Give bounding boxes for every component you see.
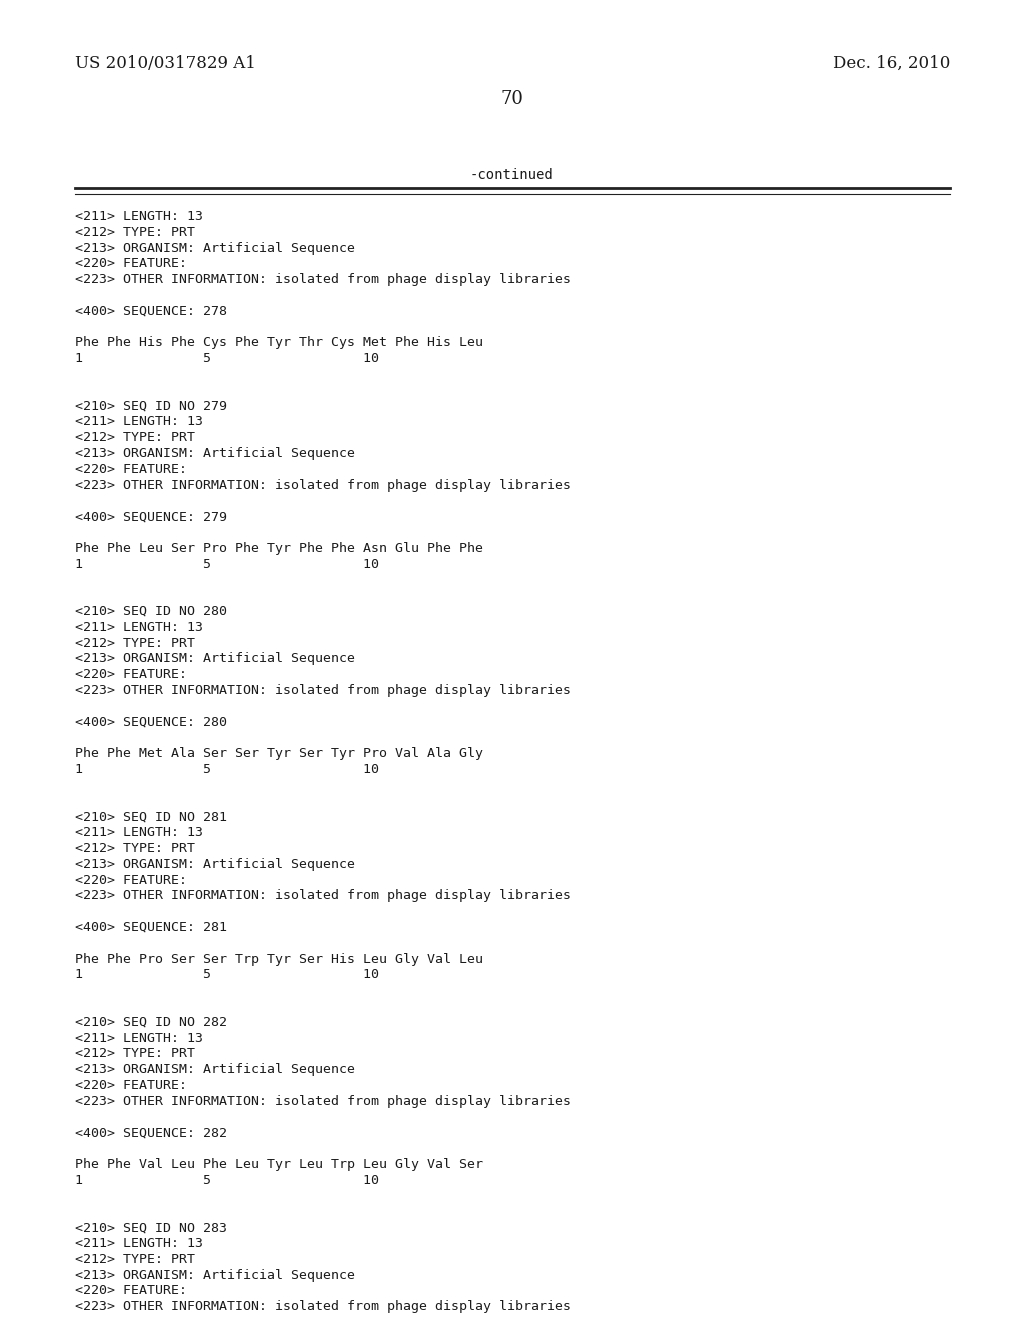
Text: <210> SEQ ID NO 282: <210> SEQ ID NO 282	[75, 1016, 227, 1028]
Text: <211> LENGTH: 13: <211> LENGTH: 13	[75, 1032, 203, 1044]
Text: <223> OTHER INFORMATION: isolated from phage display libraries: <223> OTHER INFORMATION: isolated from p…	[75, 890, 571, 903]
Text: <400> SEQUENCE: 281: <400> SEQUENCE: 281	[75, 921, 227, 935]
Text: <211> LENGTH: 13: <211> LENGTH: 13	[75, 826, 203, 840]
Text: <223> OTHER INFORMATION: isolated from phage display libraries: <223> OTHER INFORMATION: isolated from p…	[75, 1094, 571, 1107]
Text: <213> ORGANISM: Artificial Sequence: <213> ORGANISM: Artificial Sequence	[75, 858, 355, 871]
Text: 1               5                   10: 1 5 10	[75, 969, 379, 981]
Text: <212> TYPE: PRT: <212> TYPE: PRT	[75, 432, 195, 445]
Text: <220> FEATURE:: <220> FEATURE:	[75, 1078, 187, 1092]
Text: <400> SEQUENCE: 280: <400> SEQUENCE: 280	[75, 715, 227, 729]
Text: <211> LENGTH: 13: <211> LENGTH: 13	[75, 210, 203, 223]
Text: <400> SEQUENCE: 279: <400> SEQUENCE: 279	[75, 511, 227, 523]
Text: US 2010/0317829 A1: US 2010/0317829 A1	[75, 55, 256, 73]
Text: <212> TYPE: PRT: <212> TYPE: PRT	[75, 1253, 195, 1266]
Text: <223> OTHER INFORMATION: isolated from phage display libraries: <223> OTHER INFORMATION: isolated from p…	[75, 273, 571, 286]
Text: Dec. 16, 2010: Dec. 16, 2010	[833, 55, 950, 73]
Text: <212> TYPE: PRT: <212> TYPE: PRT	[75, 842, 195, 855]
Text: Phe Phe Pro Ser Ser Trp Tyr Ser His Leu Gly Val Leu: Phe Phe Pro Ser Ser Trp Tyr Ser His Leu …	[75, 953, 483, 966]
Text: 1               5                   10: 1 5 10	[75, 1173, 379, 1187]
Text: <220> FEATURE:: <220> FEATURE:	[75, 874, 187, 887]
Text: <212> TYPE: PRT: <212> TYPE: PRT	[75, 636, 195, 649]
Text: <212> TYPE: PRT: <212> TYPE: PRT	[75, 226, 195, 239]
Text: 1               5                   10: 1 5 10	[75, 557, 379, 570]
Text: <211> LENGTH: 13: <211> LENGTH: 13	[75, 416, 203, 429]
Text: Phe Phe Met Ala Ser Ser Tyr Ser Tyr Pro Val Ala Gly: Phe Phe Met Ala Ser Ser Tyr Ser Tyr Pro …	[75, 747, 483, 760]
Text: <223> OTHER INFORMATION: isolated from phage display libraries: <223> OTHER INFORMATION: isolated from p…	[75, 479, 571, 491]
Text: Phe Phe Leu Ser Pro Phe Tyr Phe Phe Asn Glu Phe Phe: Phe Phe Leu Ser Pro Phe Tyr Phe Phe Asn …	[75, 541, 483, 554]
Text: <220> FEATURE:: <220> FEATURE:	[75, 463, 187, 475]
Text: <400> SEQUENCE: 278: <400> SEQUENCE: 278	[75, 305, 227, 318]
Text: -continued: -continued	[470, 168, 554, 182]
Text: 70: 70	[501, 90, 523, 108]
Text: <210> SEQ ID NO 281: <210> SEQ ID NO 281	[75, 810, 227, 824]
Text: <210> SEQ ID NO 280: <210> SEQ ID NO 280	[75, 605, 227, 618]
Text: <213> ORGANISM: Artificial Sequence: <213> ORGANISM: Artificial Sequence	[75, 1269, 355, 1282]
Text: 1               5                   10: 1 5 10	[75, 763, 379, 776]
Text: <220> FEATURE:: <220> FEATURE:	[75, 668, 187, 681]
Text: <213> ORGANISM: Artificial Sequence: <213> ORGANISM: Artificial Sequence	[75, 447, 355, 459]
Text: <400> SEQUENCE: 282: <400> SEQUENCE: 282	[75, 1126, 227, 1139]
Text: <212> TYPE: PRT: <212> TYPE: PRT	[75, 1047, 195, 1060]
Text: <213> ORGANISM: Artificial Sequence: <213> ORGANISM: Artificial Sequence	[75, 1063, 355, 1076]
Text: <211> LENGTH: 13: <211> LENGTH: 13	[75, 1237, 203, 1250]
Text: <220> FEATURE:: <220> FEATURE:	[75, 1284, 187, 1298]
Text: <223> OTHER INFORMATION: isolated from phage display libraries: <223> OTHER INFORMATION: isolated from p…	[75, 684, 571, 697]
Text: Phe Phe Val Leu Phe Leu Tyr Leu Trp Leu Gly Val Ser: Phe Phe Val Leu Phe Leu Tyr Leu Trp Leu …	[75, 1158, 483, 1171]
Text: <213> ORGANISM: Artificial Sequence: <213> ORGANISM: Artificial Sequence	[75, 242, 355, 255]
Text: <213> ORGANISM: Artificial Sequence: <213> ORGANISM: Artificial Sequence	[75, 652, 355, 665]
Text: <220> FEATURE:: <220> FEATURE:	[75, 257, 187, 271]
Text: 1               5                   10: 1 5 10	[75, 352, 379, 366]
Text: Phe Phe His Phe Cys Phe Tyr Thr Cys Met Phe His Leu: Phe Phe His Phe Cys Phe Tyr Thr Cys Met …	[75, 337, 483, 350]
Text: <223> OTHER INFORMATION: isolated from phage display libraries: <223> OTHER INFORMATION: isolated from p…	[75, 1300, 571, 1313]
Text: <210> SEQ ID NO 283: <210> SEQ ID NO 283	[75, 1221, 227, 1234]
Text: <210> SEQ ID NO 279: <210> SEQ ID NO 279	[75, 400, 227, 413]
Text: <211> LENGTH: 13: <211> LENGTH: 13	[75, 620, 203, 634]
